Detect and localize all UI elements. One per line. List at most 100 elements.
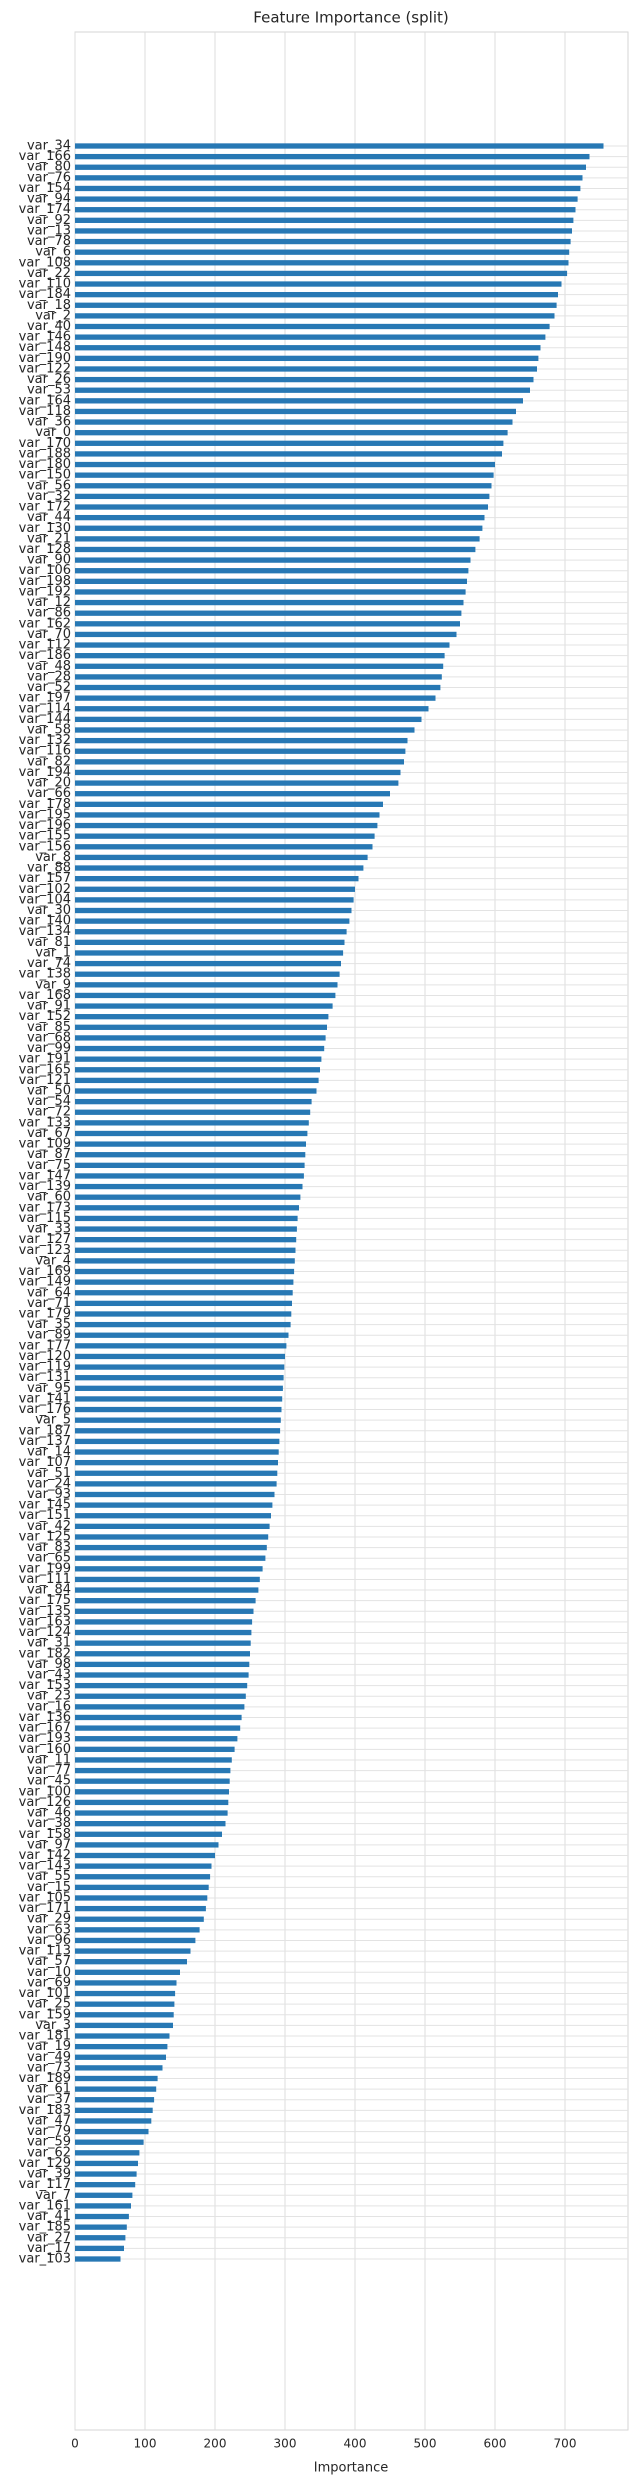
y-tick-label: var_94 [27, 192, 71, 207]
y-tick-label: var_86 [27, 606, 71, 621]
bar [75, 875, 359, 882]
y-tick-label: var_27 [27, 2230, 71, 2245]
y-tick-label: var_13 [27, 223, 71, 238]
y-tick-label: var_147 [19, 1168, 71, 1183]
bar [75, 1767, 231, 1774]
y-tick-label: var_34 [27, 139, 71, 154]
bar [75, 759, 404, 765]
x-tick-label: 500 [414, 2437, 437, 2451]
bar [75, 483, 492, 489]
bar [75, 323, 550, 330]
y-tick-label: var_39 [27, 2167, 71, 2182]
bar [75, 886, 355, 892]
bar [75, 355, 539, 362]
y-tick-label: var_166 [19, 149, 71, 164]
y-tick-label: var_92 [27, 213, 71, 228]
bar [75, 1916, 204, 1922]
y-tick-label: var_148 [19, 340, 71, 355]
y-tick-label: var_160 [19, 1742, 71, 1757]
y-tick-label: var_198 [19, 574, 71, 589]
y-tick-label: var_169 [19, 1264, 71, 1279]
bar [75, 1247, 296, 1253]
y-tick-label: var_119 [19, 1360, 71, 1375]
bar [75, 918, 350, 924]
bar [75, 716, 422, 723]
bar [75, 1513, 271, 1519]
bar [75, 727, 415, 733]
y-tick-label: var_182 [19, 1646, 71, 1661]
y-tick-label: var_45 [27, 1774, 71, 1789]
y-tick-label: var_143 [19, 1859, 71, 1874]
y-tick-label: var_74 [27, 956, 71, 971]
y-tick-label: var_82 [27, 754, 71, 769]
bar [75, 217, 574, 223]
y-tick-label: var_26 [27, 372, 71, 387]
bar [75, 408, 516, 415]
bar [75, 2139, 144, 2145]
y-tick-label: var_62 [27, 2145, 71, 2160]
x-tick-label: 0 [71, 2437, 79, 2451]
y-tick-label: var_93 [27, 1487, 71, 1502]
bar [75, 1842, 219, 1848]
y-tick-label: var_161 [19, 2198, 71, 2213]
y-tick-label: var_195 [19, 807, 71, 822]
bar [75, 1279, 294, 1285]
bar [75, 546, 476, 553]
bar [75, 1045, 325, 1052]
bar [75, 1672, 249, 1678]
bar [75, 1014, 329, 1020]
y-tick-label: var_55 [27, 1869, 71, 1884]
y-tick-label: var_141 [19, 1391, 71, 1406]
bar [75, 1863, 212, 1869]
y-tick-label: var_37 [27, 2092, 71, 2107]
y-tick-label: var_2 [35, 308, 71, 323]
bar [75, 1682, 248, 1689]
y-tick-label: var_33 [27, 1222, 71, 1237]
y-tick-label: var_136 [19, 1710, 71, 1725]
bar [75, 1619, 253, 1625]
bar [75, 1067, 320, 1073]
bar [75, 1237, 297, 1243]
bar [75, 2203, 131, 2209]
y-tick-label: var_196 [19, 818, 71, 833]
y-tick-label: var_69 [27, 1975, 71, 1990]
bar [75, 1789, 229, 1795]
y-tick-label: var_120 [19, 1349, 71, 1364]
bar [75, 228, 572, 234]
bar [75, 1194, 301, 1200]
bar [75, 1035, 326, 1041]
y-tick-label: var_183 [19, 2103, 71, 2118]
bar [75, 907, 352, 914]
y-tick-label: var_146 [19, 330, 71, 345]
y-tick-label: var_178 [19, 797, 71, 812]
y-tick-label: var_171 [19, 1901, 71, 1916]
x-tick-label: 100 [134, 2437, 157, 2451]
bar [75, 578, 467, 584]
bar [75, 1003, 333, 1009]
y-tick-label: var_154 [19, 181, 71, 196]
bar [75, 185, 581, 192]
bar [75, 2171, 137, 2177]
y-tick-label: var_167 [19, 1721, 71, 1736]
bar [75, 2001, 175, 2007]
x-tick-label: 600 [484, 2437, 507, 2451]
y-tick-label: var_133 [19, 1115, 71, 1130]
bar [75, 2235, 126, 2241]
bar [75, 1205, 299, 1211]
y-tick-label: var_38 [27, 1816, 71, 1831]
bar [75, 1884, 209, 1891]
bar [75, 568, 469, 574]
bar [75, 1459, 278, 1466]
bar [75, 1566, 263, 1572]
bar [75, 2118, 152, 2124]
bar [75, 1173, 304, 1179]
bar [75, 1343, 287, 1349]
bar [75, 599, 464, 606]
y-tick-label: var_193 [19, 1731, 71, 1746]
bar [75, 1215, 298, 1222]
y-tick-label: var_77 [27, 1763, 71, 1778]
y-tick-label: var_67 [27, 1126, 71, 1141]
bar [75, 706, 429, 712]
bar [75, 1152, 306, 1158]
bar [75, 822, 378, 829]
